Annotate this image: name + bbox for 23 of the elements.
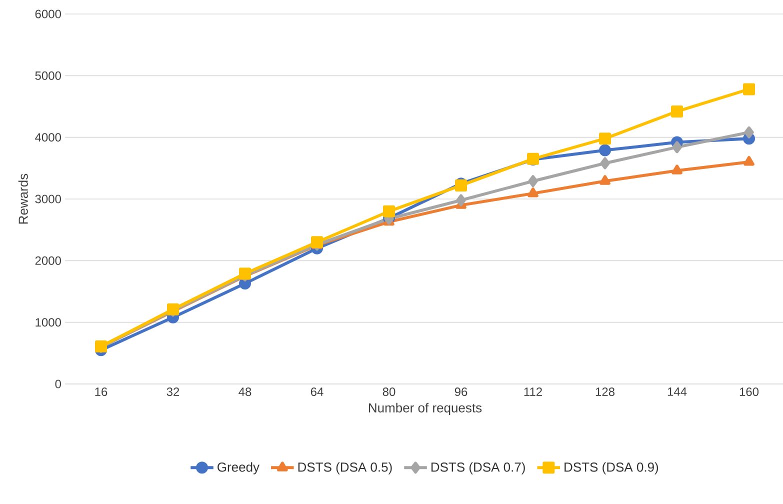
legend-label: DSTS (DSA 0.7)	[431, 462, 525, 474]
legend-label: DSTS (DSA 0.5)	[298, 462, 392, 474]
legend-label: Greedy	[218, 462, 260, 474]
y-tick-label: 5000	[35, 71, 61, 80]
y-tick-label: 6000	[35, 10, 61, 18]
x-tick-label: 160	[740, 388, 759, 396]
x-tick-label: 16	[95, 388, 108, 396]
x-tick-label: 80	[382, 388, 396, 396]
x-tick-label: 112	[524, 388, 542, 396]
y-tick-label: 4000	[35, 133, 61, 142]
x-tick-label: 48	[238, 388, 252, 396]
x-tick-label: 64	[310, 388, 324, 396]
y-tick-label: 1000	[36, 318, 61, 327]
y-tick-label: 0	[55, 380, 62, 388]
y-tick-label: 2000	[35, 256, 61, 265]
x-tick-label: 128	[596, 388, 614, 396]
y-tick-label: 3000	[35, 194, 61, 204]
x-tick-label: 32	[166, 388, 180, 396]
x-tick-label: 96	[454, 388, 468, 396]
x-axis-title: Number of requests	[368, 402, 482, 416]
y-axis-title: Rewards	[18, 174, 28, 224]
legend-label: DSTS (DSA 0.9)	[564, 462, 658, 474]
x-tick-label: 144	[668, 388, 687, 396]
